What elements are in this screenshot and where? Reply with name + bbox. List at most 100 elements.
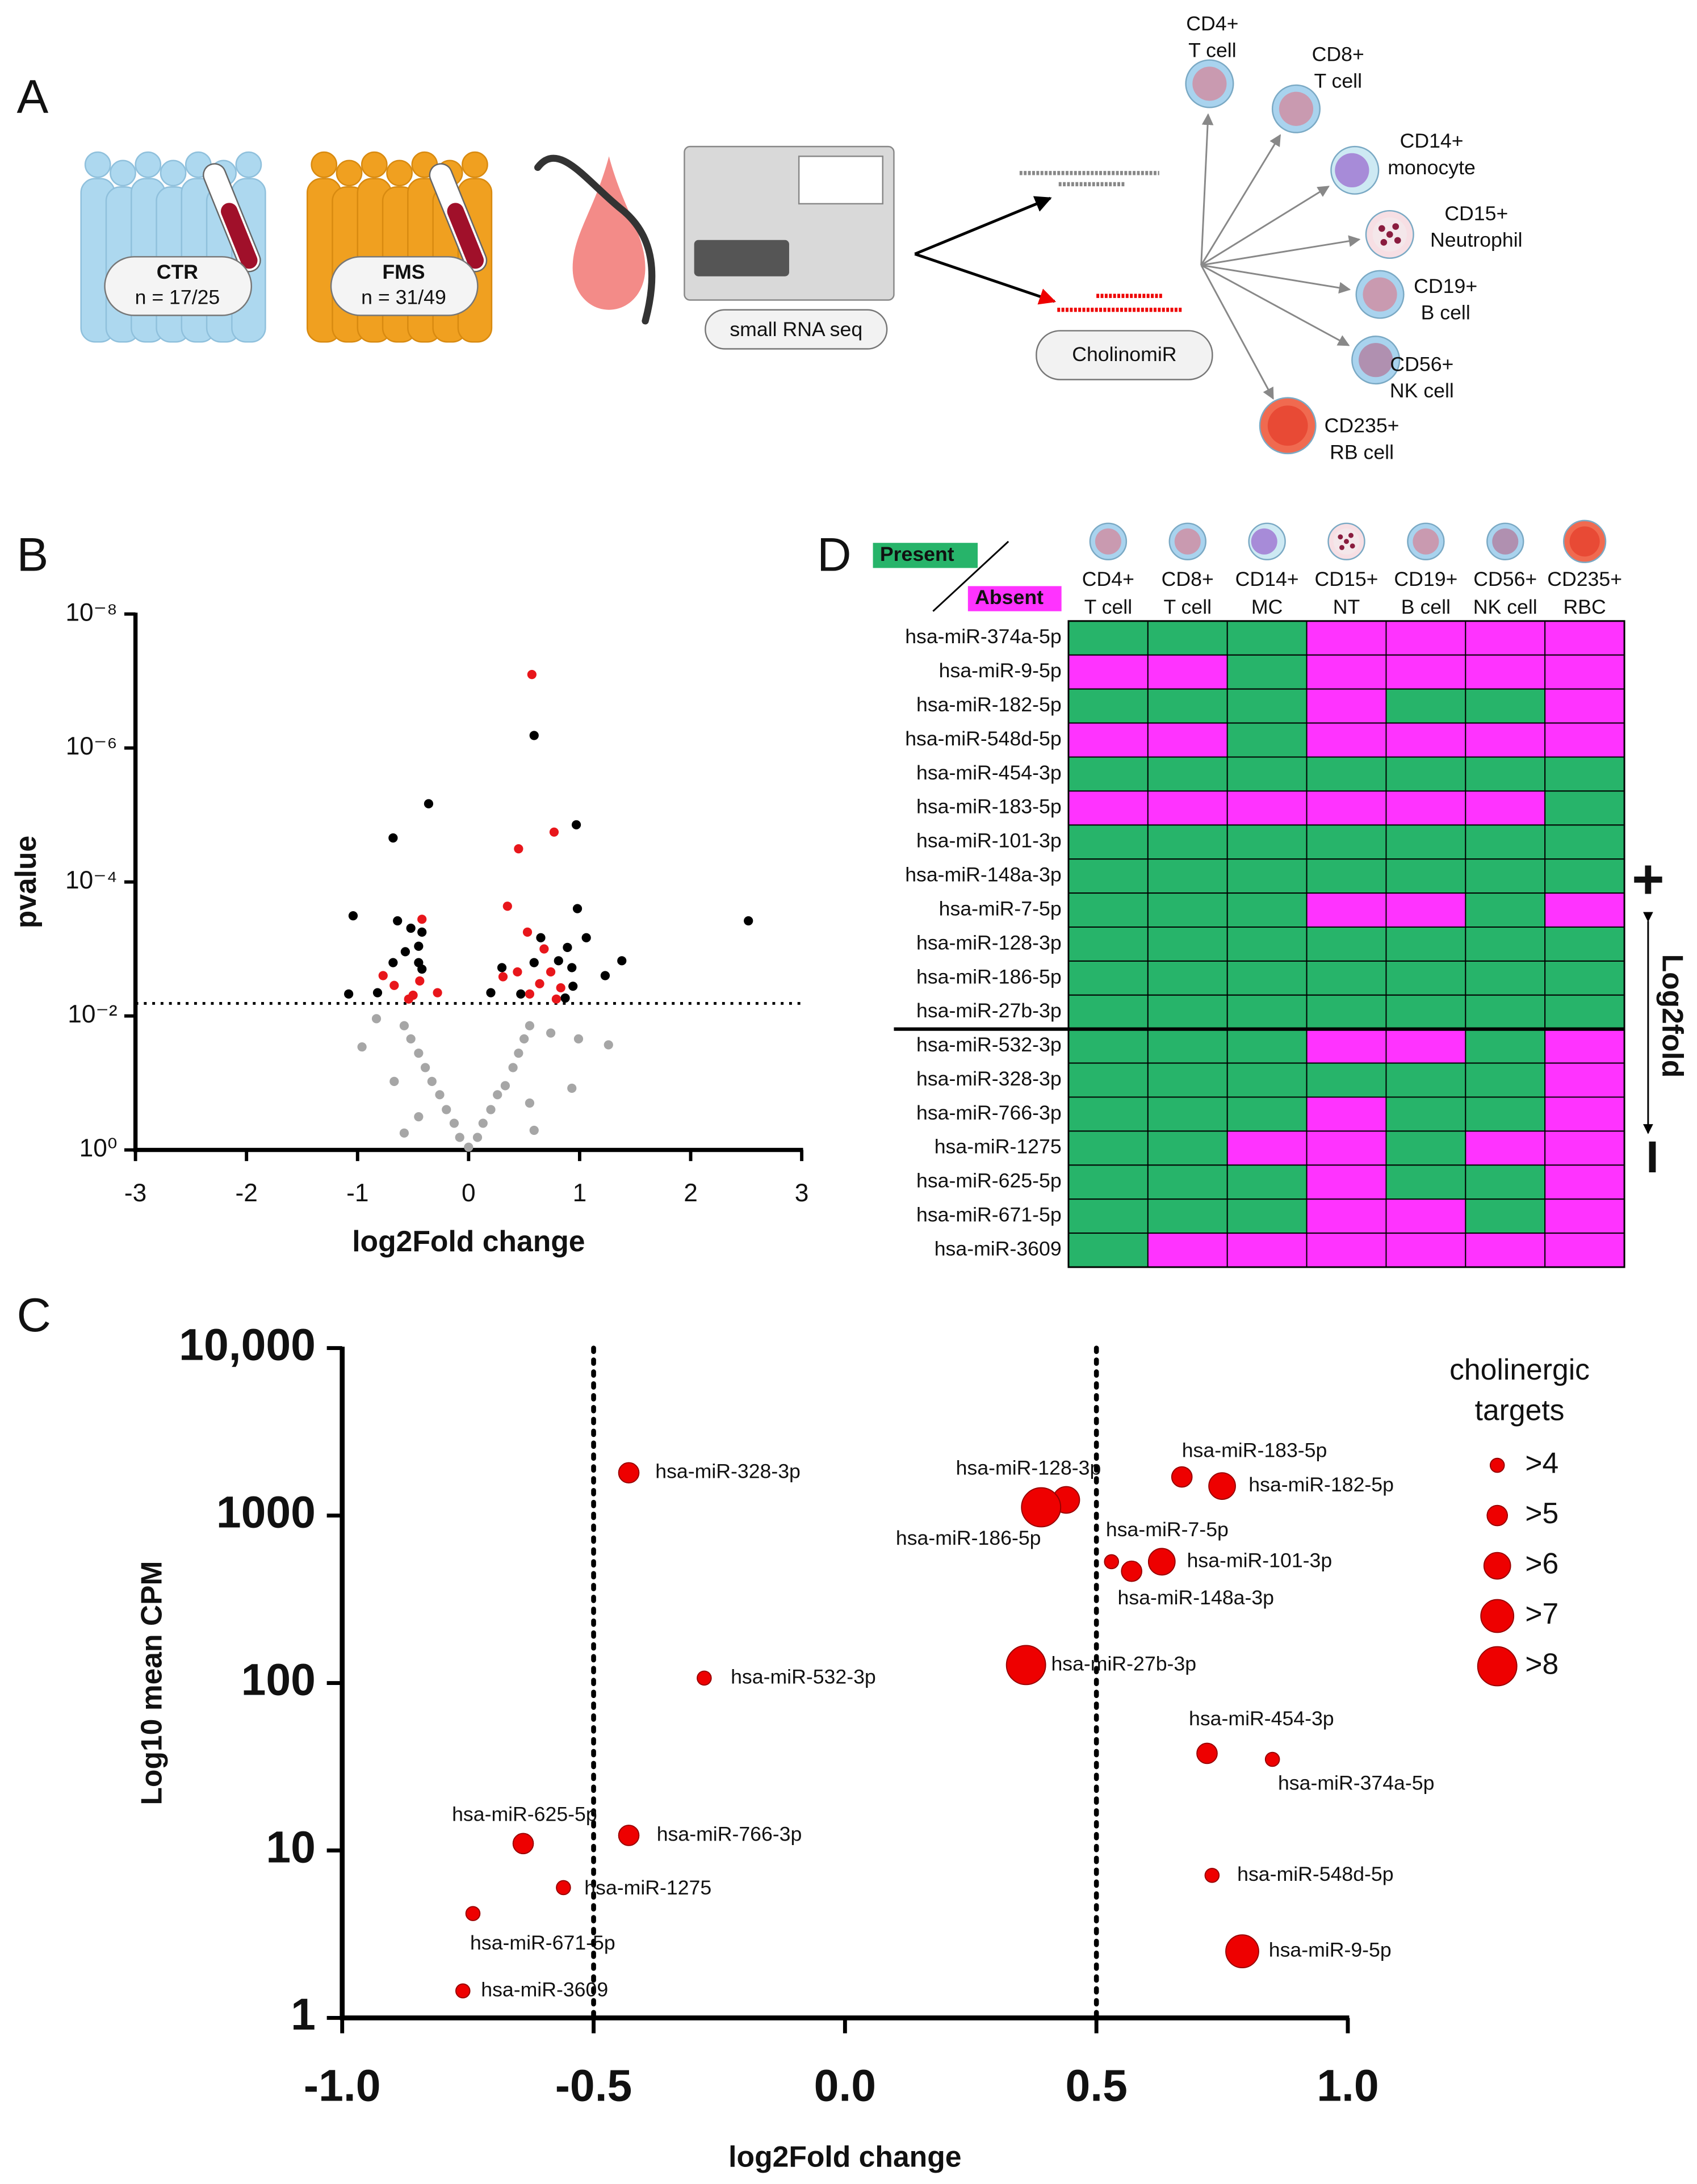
heat-cell [1067, 1198, 1149, 1234]
panel-a: A small RNA seq CholinomiR [17, 70, 1213, 380]
heat-cell [1067, 1096, 1149, 1132]
y-tick-label: 1000 [216, 1487, 316, 1537]
heat-cell [1544, 1233, 1625, 1268]
point [525, 1021, 535, 1030]
point-label: hsa-miR-374a-5p [1278, 1772, 1434, 1795]
heat-cell [1544, 892, 1625, 928]
cell-label: monocyte [1388, 156, 1476, 179]
arrow [914, 196, 1052, 255]
row-label: hsa-miR-454-3p [916, 761, 1062, 784]
person-head [462, 151, 488, 178]
cell-label: T cell [1188, 39, 1237, 61]
point [554, 956, 563, 966]
heat-cell [1385, 858, 1466, 894]
point [393, 916, 403, 926]
point [348, 911, 358, 921]
x-tick-label: -1.0 [304, 2061, 381, 2111]
heat-cell [1067, 892, 1149, 928]
legend-label: >4 [1525, 1447, 1558, 1479]
heat-cell [1465, 620, 1546, 656]
side-label: Log2fold [1657, 954, 1690, 1078]
point [519, 1034, 529, 1044]
heat-cell [1226, 688, 1308, 724]
bubble [465, 1906, 481, 1921]
point-label: hsa-miR-182-5p [1248, 1473, 1394, 1496]
granule [1339, 544, 1345, 550]
heat-cell [1465, 1130, 1546, 1166]
panel-letter: C [17, 1288, 51, 1342]
point [455, 1133, 464, 1142]
person-head [235, 151, 262, 178]
point [556, 983, 565, 993]
heat-cell [1147, 994, 1228, 1030]
bubble [1204, 1868, 1220, 1883]
heat-cell [1544, 756, 1625, 792]
sequencer-screen [798, 156, 884, 205]
heat-cell [1067, 927, 1149, 962]
heat-cell [1067, 994, 1149, 1030]
point-label: hsa-miR-532-3p [731, 1665, 876, 1688]
bubble [1196, 1742, 1218, 1764]
heat-cell [1465, 1028, 1546, 1064]
target-label: CholinomiR [1072, 343, 1176, 366]
heat-cell [1226, 858, 1308, 894]
cell-nucleus [1174, 528, 1201, 555]
point [414, 1112, 424, 1122]
heatmap-border [1067, 620, 1625, 1268]
granule [1348, 533, 1354, 538]
point [560, 993, 570, 1003]
person-head [386, 160, 413, 187]
point [464, 1142, 474, 1152]
heat-cell [1067, 1164, 1149, 1200]
row-label: hsa-miR-374a-5p [905, 625, 1061, 648]
point [502, 902, 512, 911]
point [433, 988, 442, 997]
heat-cell [1465, 858, 1546, 894]
heat-cell [1306, 1028, 1387, 1064]
blood-drop [572, 156, 646, 310]
granule [1344, 539, 1349, 544]
heat-cell [1385, 1164, 1466, 1200]
heat-cell [1544, 722, 1625, 758]
point [493, 1090, 502, 1100]
column-label: B cell [1401, 596, 1451, 618]
heat-cell [1465, 1164, 1546, 1200]
heat-cell [1465, 892, 1546, 928]
heat-cell [1544, 1198, 1625, 1234]
legend-label: >7 [1525, 1597, 1558, 1630]
point [472, 1133, 483, 1142]
bubble [556, 1880, 571, 1896]
cell-label: CD15+ [1444, 202, 1508, 225]
x-tick-label: 3 [795, 1179, 809, 1207]
bubble [618, 1825, 640, 1846]
column-label: CD15+ [1315, 568, 1378, 590]
heat-cell [1544, 688, 1625, 724]
heat-cell [1226, 620, 1308, 656]
heat-cell [1147, 1028, 1228, 1064]
point-label: hsa-miR-101-3p [1187, 1549, 1333, 1571]
heat-cell [1306, 1198, 1387, 1234]
heat-cell [1306, 1096, 1387, 1132]
row-label: hsa-miR-148a-3p [905, 863, 1061, 886]
point [514, 844, 523, 854]
heat-cell [1465, 756, 1546, 792]
x-tick-label: 0.5 [1065, 2061, 1127, 2111]
bubble [1005, 1645, 1046, 1686]
point [527, 670, 537, 680]
heat-cell [1544, 1062, 1625, 1098]
point [514, 1049, 523, 1058]
heat-cell [1226, 927, 1308, 962]
bubble [697, 1670, 712, 1686]
x-tick-label: -3 [124, 1179, 146, 1207]
bubble [1171, 1466, 1193, 1488]
point [399, 1128, 409, 1138]
point [406, 1034, 416, 1044]
bubble [1021, 1487, 1062, 1528]
point-label: hsa-miR-1275 [584, 1876, 711, 1899]
heat-cell [1465, 1233, 1546, 1268]
heat-cell [1067, 1028, 1149, 1064]
point [486, 1105, 496, 1114]
point [372, 988, 383, 997]
point [478, 1118, 488, 1128]
group-name: CTR [157, 261, 198, 283]
